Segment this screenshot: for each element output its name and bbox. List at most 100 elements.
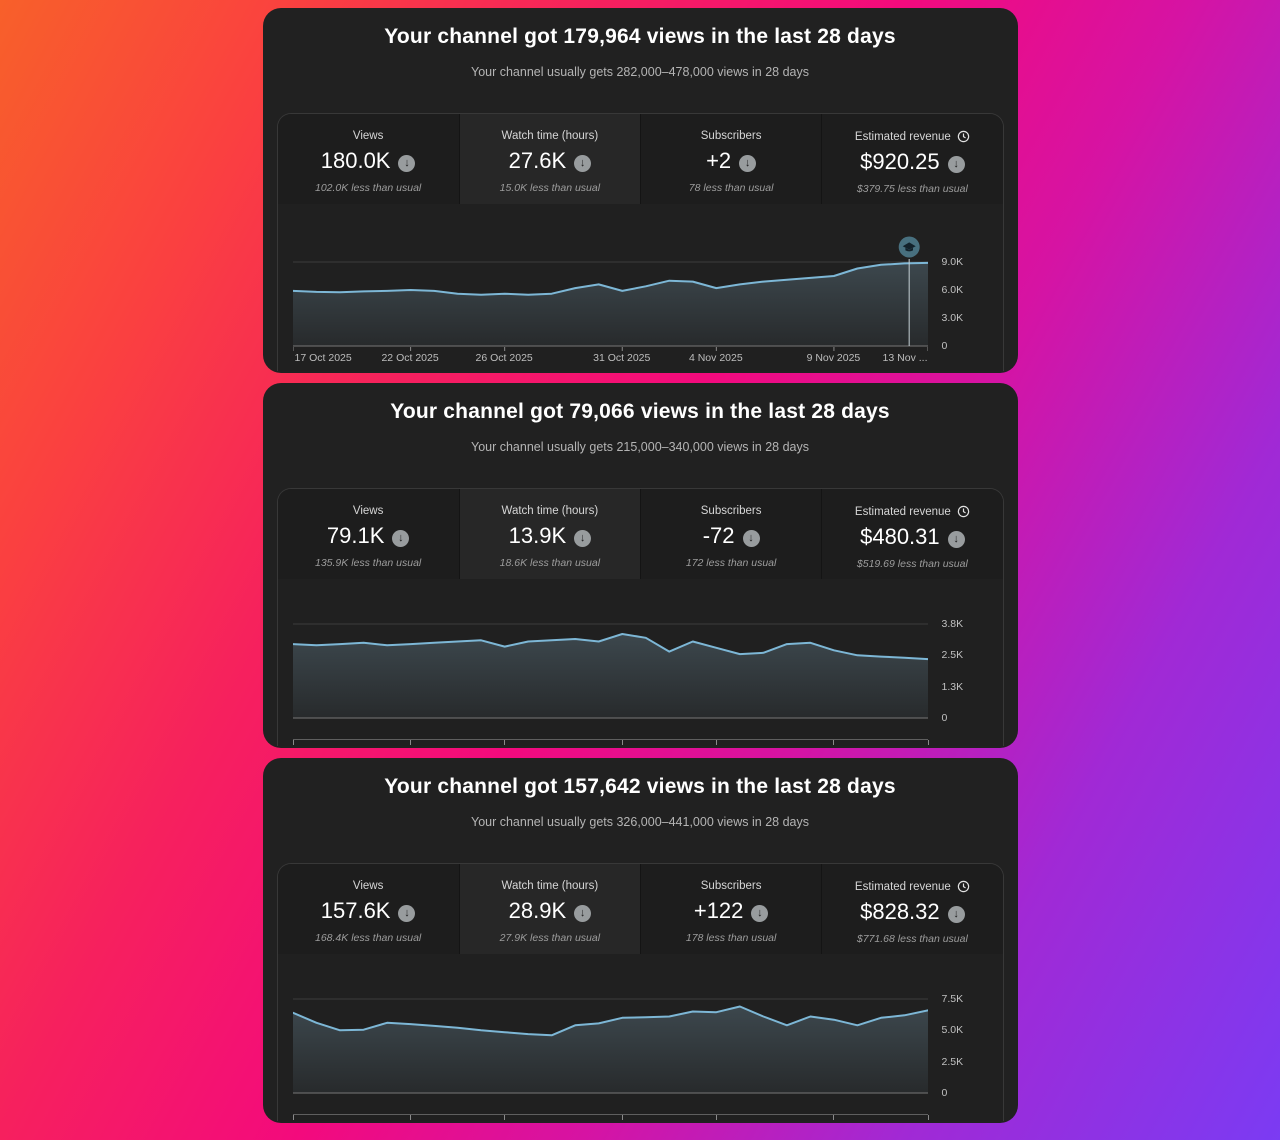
tab-subscribers[interactable]: Subscribers -72 ↓ 172 less than usual: [640, 489, 822, 579]
tab-views[interactable]: Views 180.0K ↓ 102.0K less than usual: [277, 114, 459, 204]
axis-tick: [292, 740, 294, 745]
arrow-down-icon: ↓: [739, 154, 757, 172]
axis-tick: [504, 740, 506, 745]
metric-label: Watch time (hours): [501, 880, 599, 892]
metric-value: 28.9K: [508, 898, 567, 923]
axis-tick: [410, 740, 412, 745]
metric-delta: 78 less than usual: [688, 182, 774, 194]
analytics-panel: Views 79.1K ↓ 135.9K less than usual Watc…: [276, 488, 1004, 746]
metric-delta: 168.4K less than usual: [315, 932, 422, 944]
clock-icon: [957, 505, 970, 518]
axis-tick: [833, 1115, 835, 1120]
metric-value: 157.6K: [320, 898, 391, 923]
clipped-x-axis: [292, 739, 929, 746]
cards-stack: Your channel got 179,964 views in the la…: [262, 0, 1018, 1123]
chart-area: 9.0K 6.0K 3.0K 0 17 Oct 2025 22 Oct 2025 26 O…: [278, 221, 1003, 371]
y-tick-label: 3.0K: [941, 312, 964, 324]
tab-subscribers[interactable]: Subscribers +122 ↓ 178 less than usual: [640, 864, 822, 954]
tab-watch-time[interactable]: Watch time (hours) 13.9K ↓ 18.6K less tha…: [458, 489, 640, 579]
metric-label: Views: [352, 505, 384, 517]
axis-tick: [715, 740, 717, 745]
views-line: [292, 633, 928, 661]
chart-area: 3.8K 2.5K 1.3K 0: [278, 593, 1003, 746]
metric-value: +122: [693, 898, 744, 923]
views-line-chart[interactable]: [292, 968, 928, 1098]
x-tick-label: 22 Oct 2025: [381, 352, 439, 364]
metric-delta: 102.0K less than usual: [315, 182, 422, 194]
metric-value: 13.9K: [508, 523, 567, 548]
metric-tabs: Views 180.0K ↓ 102.0K less than usual Wat…: [277, 114, 1003, 204]
analytics-panel: Views 180.0K ↓ 102.0K less than usual Wat…: [276, 113, 1004, 371]
y-tick-label: 0: [941, 340, 948, 352]
x-tick-label: 4 Nov 2025: [688, 352, 743, 364]
axis-tick: [292, 1115, 294, 1120]
views-line-chart[interactable]: [292, 593, 928, 723]
metric-label: Subscribers: [700, 880, 762, 892]
card-subtitle: Your channel usually gets 215,000–340,00…: [471, 440, 809, 454]
x-tick-label: 13 Nov ...: [882, 352, 928, 364]
graduation-cap-icon[interactable]: [898, 236, 920, 258]
axis-tick: [715, 1115, 717, 1120]
metric-tabs: Views 157.6K ↓ 168.4K less than usual Wat…: [277, 864, 1003, 954]
views-chart-svg: [292, 236, 928, 351]
arrow-down-icon: ↓: [398, 154, 416, 172]
metric-label: Views: [352, 130, 384, 142]
arrow-down-icon: ↓: [947, 905, 965, 923]
analytics-panel: Views 157.6K ↓ 168.4K less than usual Wat…: [276, 863, 1004, 1121]
y-axis-labels: 7.5K 5.0K 2.5K 0: [941, 968, 1002, 1099]
metric-delta: 178 less than usual: [685, 932, 777, 944]
clock-icon: [957, 130, 970, 143]
x-tick-label: 17 Oct 2025: [294, 352, 352, 364]
metric-label: Estimated revenue: [854, 880, 951, 893]
metric-value: 79.1K: [326, 523, 385, 548]
tab-views[interactable]: Views 157.6K ↓ 168.4K less than usual: [277, 864, 459, 954]
card-title: Your channel got 157,642 views in the la…: [384, 775, 896, 798]
metric-delta: $771.68 less than usual: [856, 933, 968, 945]
arrow-down-icon: ↓: [574, 904, 592, 922]
card-title: Your channel got 79,066 views in the las…: [390, 400, 890, 423]
card-title: Your channel got 179,964 views in the la…: [384, 25, 896, 48]
axis-tick: [621, 1115, 623, 1120]
metric-label: Subscribers: [700, 130, 762, 142]
metric-delta: $519.69 less than usual: [856, 558, 968, 570]
arrow-down-icon: ↓: [574, 154, 592, 172]
card-subtitle: Your channel usually gets 282,000–478,00…: [471, 65, 809, 79]
tab-views[interactable]: Views 79.1K ↓ 135.9K less than usual: [277, 489, 459, 579]
x-tick-label: 26 Oct 2025: [475, 352, 533, 364]
metric-value: $920.25: [860, 149, 940, 174]
metric-delta: 18.6K less than usual: [499, 557, 601, 569]
metric-value: $480.31: [860, 524, 940, 549]
arrow-down-icon: ↓: [947, 530, 965, 548]
metric-label: Estimated revenue: [854, 505, 951, 518]
tab-subscribers[interactable]: Subscribers +2 ↓ 78 less than usual: [640, 114, 822, 204]
metric-value: +2: [706, 148, 732, 173]
views-line-chart[interactable]: [292, 221, 928, 351]
y-tick-label: 2.5K: [941, 649, 964, 662]
x-tick-label: 9 Nov 2025: [806, 352, 861, 364]
axis-tick: [621, 740, 623, 745]
analytics-card-2: Your channel got 79,066 views in the las…: [262, 383, 1018, 748]
arrow-down-icon: ↓: [398, 904, 416, 922]
metric-value: -72: [702, 523, 735, 548]
axis-tick: [927, 740, 929, 745]
metric-label: Estimated revenue: [854, 130, 951, 143]
arrow-down-icon: ↓: [392, 529, 410, 547]
arrow-down-icon: ↓: [751, 904, 769, 922]
metric-value: 180.0K: [320, 148, 391, 173]
analytics-card-1: Your channel got 179,964 views in the la…: [262, 8, 1018, 373]
tab-estimated-revenue[interactable]: Estimated revenue $828.32 ↓ $771.68 less …: [821, 864, 1003, 954]
arrow-down-icon: ↓: [947, 155, 965, 173]
views-chart-svg: [292, 623, 928, 719]
y-tick-label: 0: [941, 712, 948, 724]
metric-value: 27.6K: [508, 148, 567, 173]
y-tick-label: 6.0K: [941, 284, 964, 296]
views-line: [292, 261, 928, 296]
tab-watch-time[interactable]: Watch time (hours) 27.6K ↓ 15.0K less tha…: [458, 114, 640, 204]
axis-tick: [927, 1115, 929, 1120]
analytics-card-3: Your channel got 157,642 views in the la…: [262, 758, 1018, 1123]
tab-estimated-revenue[interactable]: Estimated revenue $480.31 ↓ $519.69 less …: [821, 489, 1003, 579]
y-tick-label: 7.5K: [941, 993, 964, 1005]
metric-label: Views: [352, 880, 384, 892]
tab-estimated-revenue[interactable]: Estimated revenue $920.25 ↓ $379.75 less …: [821, 114, 1003, 204]
tab-watch-time[interactable]: Watch time (hours) 28.9K ↓ 27.9K less tha…: [458, 864, 640, 954]
